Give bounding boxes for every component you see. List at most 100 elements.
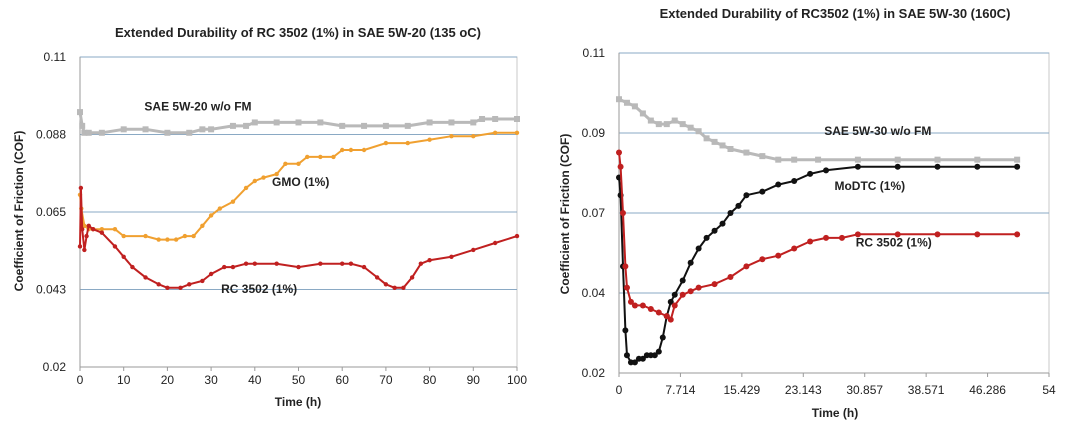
chart-left-series-gmo-1-point [514, 130, 520, 135]
chart-right-series-sae-5w-30-w-o-fm-point [711, 138, 718, 145]
chart-left-series-rc-3502-1-point [471, 247, 476, 253]
chart-left-series-gmo-1-point [191, 233, 196, 239]
chart-left-series-rc-3502-1-point [121, 254, 126, 259]
chart-left-series-sae-5w-20-w-o-fm-point [77, 109, 83, 116]
chart-right-series-rc-3502-1-point [775, 252, 782, 259]
chart-left-series-sae-5w-20-w-o-fm-point [229, 122, 236, 129]
chart-right-annotation: SAE 5W-30 w/o FM [824, 124, 931, 138]
chart-right-y-tick-label: 0.04 [582, 286, 606, 300]
chart-right-series-modtc-1-point [651, 352, 658, 359]
chart-left-series-rc-3502-1-point [449, 254, 454, 259]
chart-left-series-sae-5w-20-w-o-fm-point [479, 116, 486, 122]
chart-right-series-rc-3502-1-point [617, 163, 624, 170]
chart-right-series-sae-5w-30-w-o-fm-point [663, 121, 670, 128]
chart-left-series-gmo-1-point [165, 237, 170, 242]
chart-left-series-rc-3502-1-point [252, 261, 257, 266]
chart-left-series-rc-3502-1-point [143, 275, 148, 280]
chart-left-series-rc-3502-1-point [130, 264, 135, 270]
chart-left-series-gmo-1-point [305, 154, 310, 160]
chart-left-series-gmo-1-point [230, 199, 236, 204]
chart-left-x-tick-label: 40 [248, 373, 262, 387]
chart-right-series-modtc-1-point [695, 245, 702, 252]
chart-left-series-rc-3502-1-point [222, 264, 227, 270]
chart-left-series-rc-3502-1-point [318, 261, 323, 266]
chart-right-series-rc-3502-1-point [663, 313, 670, 320]
chart-left-series-gmo-1-point [112, 227, 118, 232]
chart-left-series-sae-5w-20-w-o-fm-point [120, 126, 127, 133]
chart-left-series-rc-3502-1-point [514, 233, 520, 239]
chart-right-series-modtc-1-point [719, 220, 726, 227]
chart-left-series-gmo-1-point [99, 227, 105, 232]
chart-left-series-sae-5w-20-w-o-fm-point [199, 126, 206, 133]
chart-left-x-tick-label: 50 [292, 373, 306, 387]
chart-right-x-tick-label: 7.714 [665, 383, 695, 397]
chart-right-series-rc-3502-1-point [1014, 231, 1021, 238]
chart-right-series-modtc-1-point [623, 352, 630, 359]
chart-left-series-rc-3502-1-point [112, 244, 118, 249]
chart-right-series-rc-3502-1-point [631, 302, 638, 309]
chart-left-series-gmo-1-point [492, 130, 498, 135]
chart-right-series-modtc-1 [616, 163, 1021, 366]
chart-right-series-rc-3502-1-point [616, 149, 622, 156]
chart-left-series-gmo-1-point [331, 154, 336, 160]
chart-right-series-rc-3502-1-point [627, 298, 634, 305]
chart-left-series-sae-5w-20-w-o-fm-point [514, 116, 520, 122]
chart-right-series-sae-5w-30-w-o-fm-point [679, 121, 686, 128]
chart-left-series-rc-3502-1-point [296, 264, 301, 270]
chart-left-annotation: GMO (1%) [272, 175, 329, 189]
chart-right-x-tick-label: 15.429 [724, 383, 761, 397]
chart-right-y-tick-label: 0.07 [582, 206, 606, 220]
chart-left-series-gmo-1-point [143, 233, 148, 239]
chart-left-series-rc-3502-1-point [99, 230, 105, 235]
chart-right-series-rc-3502-1 [616, 149, 1021, 323]
chart-right-series-sae-5w-30-w-o-fm-point [743, 149, 750, 156]
chart-right-series-modtc-1-point [631, 359, 638, 366]
chart-right-series-rc-3502-1-point [974, 231, 981, 238]
chart-left-title: Extended Durability of RC 3502 (1%) in S… [115, 25, 481, 40]
chart-right-series-modtc-1-point [687, 259, 694, 266]
chart-right-series-rc-3502-1-point [623, 284, 630, 291]
chart-left-x-tick-label: 30 [204, 373, 218, 387]
chart-left-ylabel: Coefficient of Friction (COF) [12, 131, 26, 292]
chart-right-series-modtc-1-point [823, 167, 830, 174]
chart-left-series-gmo-1-point [283, 161, 288, 166]
chart-left-series-gmo-1-point [261, 175, 266, 180]
chart-left-series-sae-5w-20-w-o-fm-point [273, 119, 280, 126]
chart-left-series-gmo-1-point [217, 206, 223, 211]
chart-right-series-rc-3502-1-point [759, 256, 766, 263]
chart-left-series-gmo-1-point [182, 233, 188, 239]
chart-left-series-rc-3502-1-point [427, 258, 432, 263]
chart-left-y-tick-label: 0.043 [36, 283, 66, 297]
chart-right-series-modtc-1-point [711, 227, 718, 234]
chart-right-x-tick-label: 0 [616, 383, 623, 397]
chart-right-series-sae-5w-30-w-o-fm-point [727, 146, 734, 152]
chart-right-series-sae-5w-30-w-o-fm-point [687, 124, 694, 131]
chart-right-series-modtc-1-point [679, 277, 686, 284]
chart-left-series-rc-3502-1-point [78, 185, 84, 191]
chart-right-series-rc-3502-1-line [618, 152, 1018, 321]
chart-right-series-rc-3502-1-point [647, 306, 654, 312]
chart-left-series-rc-3502-1-point [374, 275, 380, 280]
chart-right-series-sae-5w-30-w-o-fm-point [647, 117, 654, 124]
chart-left-y-tick-label: 0.11 [44, 50, 67, 64]
chart-left-series-sae-5w-20-w-o-fm-point [317, 119, 324, 126]
chart-left-x-tick-label: 20 [161, 373, 175, 387]
chart-right-series-rc-3502-1-point [711, 281, 718, 288]
chart-right-series-modtc-1-point [775, 181, 782, 188]
chart-left-x-tick-label: 100 [507, 373, 527, 387]
chart-right-series-sae-5w-30-w-o-fm-point [974, 156, 981, 163]
chart-right-series-sae-5w-30-w-o-fm-point [671, 117, 678, 124]
chart-left-series-gmo-1-point [173, 237, 179, 242]
chart-right-series-modtc-1-point [703, 234, 710, 241]
chart-left-series-gmo-1-point [82, 223, 87, 228]
chart-left-y-tick-label: 0.088 [36, 128, 66, 142]
chart-left-series-gmo-1-point [200, 223, 205, 228]
chart-right-series-sae-5w-30-w-o-fm-point [655, 121, 662, 128]
chart-left-series-sae-5w-20-w-o-fm-point [251, 119, 258, 126]
chart-right-series-rc-3502-1-point [727, 274, 734, 280]
chart-right-series-rc-3502-1-point [639, 302, 646, 309]
chart-left-y-tick-label: 0.065 [36, 205, 66, 219]
chart-right-series-sae-5w-30-w-o-fm-point [616, 96, 622, 103]
chart-right-x-tick-label: 46.286 [969, 383, 1006, 397]
chart-left-x-tick-label: 90 [467, 373, 481, 387]
